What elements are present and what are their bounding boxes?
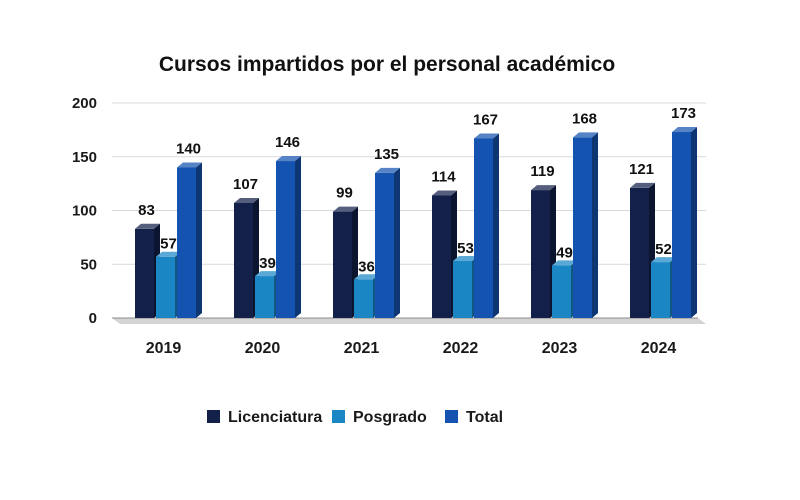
bar-face	[552, 265, 571, 318]
data-label: 167	[473, 111, 498, 128]
chart-title: Cursos impartidos por el personal académ…	[159, 53, 615, 76]
legend-swatch	[445, 410, 458, 423]
bar-licenciatura-2023	[531, 185, 556, 318]
bar-face	[276, 161, 295, 318]
data-label: 121	[629, 161, 654, 178]
legend-item-posgrado: Posgrado	[332, 409, 427, 426]
bar-face	[531, 190, 550, 318]
bar-total-2024	[672, 127, 697, 319]
data-label: 39	[259, 255, 276, 272]
bar-top	[234, 197, 259, 203]
bar-face	[375, 172, 394, 318]
data-label: 114	[431, 168, 456, 185]
bar-side	[691, 127, 697, 319]
x-tick-label: 2019	[146, 340, 182, 357]
bar-face	[672, 132, 691, 318]
bar-top	[474, 133, 499, 139]
data-label: 107	[233, 176, 258, 193]
bar-top	[531, 185, 556, 191]
data-label: 36	[358, 258, 375, 275]
bar-top	[156, 251, 181, 257]
bar-top	[276, 156, 301, 162]
bar-face	[234, 202, 253, 318]
bars	[135, 127, 697, 319]
bar-face	[354, 279, 373, 318]
data-label: 57	[160, 236, 177, 253]
bar-side	[196, 162, 202, 318]
legend-swatch	[207, 410, 220, 423]
bar-top	[333, 206, 358, 212]
data-label: 49	[556, 244, 573, 261]
x-tick-label: 2023	[542, 340, 578, 357]
x-tick-label: 2020	[245, 340, 281, 357]
y-tick-label: 200	[72, 95, 97, 112]
data-label: 140	[176, 141, 201, 158]
x-tick-label: 2024	[641, 340, 677, 357]
legend-label: Posgrado	[353, 409, 427, 426]
bar-licenciatura-2022	[432, 190, 457, 318]
y-axis-ticks: 0 50 100 150 200	[72, 95, 97, 327]
data-label: 135	[374, 146, 399, 163]
legend-item-licenciatura: Licenciatura	[207, 409, 322, 426]
legend-swatch	[332, 410, 345, 423]
data-label: 83	[138, 202, 155, 219]
floor-plane	[112, 318, 706, 324]
legend-label: Total	[466, 409, 503, 426]
data-label: 168	[572, 110, 597, 127]
y-tick-label: 150	[72, 149, 97, 166]
bar-top	[651, 257, 676, 263]
bar-top	[375, 167, 400, 173]
bar-top	[135, 223, 160, 229]
bar-total-2023	[573, 132, 598, 318]
bar-top	[432, 190, 457, 196]
bar-total-2020	[276, 156, 301, 318]
data-label: 173	[671, 105, 696, 122]
data-labels: 83 57 140 107 39 146 99 36 135 114 53 167 119 49 168 12…	[138, 105, 696, 275]
bar-face	[432, 195, 451, 318]
bar-side	[493, 133, 499, 318]
bar-face	[135, 228, 154, 318]
bar-total-2019	[177, 162, 202, 318]
data-label: 146	[275, 134, 300, 151]
bar-top	[552, 260, 577, 266]
y-tick-label: 50	[80, 256, 97, 273]
bar-licenciatura-2021	[333, 206, 358, 318]
legend-label: Licenciatura	[228, 409, 322, 426]
legend: Licenciatura Posgrado Total	[207, 409, 503, 426]
bar-top	[453, 256, 478, 262]
data-label: 99	[336, 185, 353, 202]
bar-total-2022	[474, 133, 499, 318]
bar-top	[630, 182, 655, 188]
bar-top	[354, 274, 379, 280]
bar-side	[295, 156, 301, 318]
bar-face	[177, 167, 196, 318]
chart-floor	[112, 317, 706, 324]
bar-face	[573, 137, 592, 318]
bar-face	[651, 262, 670, 318]
bar-face	[156, 256, 175, 318]
bar-face	[453, 261, 472, 318]
data-label: 53	[457, 240, 474, 257]
bar-side	[592, 132, 598, 318]
bar-side	[394, 167, 400, 318]
bar-face	[474, 138, 493, 318]
bar-top	[573, 132, 598, 138]
bar-top	[177, 162, 202, 168]
bar-total-2021	[375, 167, 400, 318]
x-tick-label: 2021	[344, 340, 380, 357]
data-label: 119	[530, 163, 554, 180]
x-tick-label: 2022	[443, 340, 479, 357]
gridlines	[112, 102, 706, 265]
y-tick-label: 0	[89, 310, 97, 327]
data-label: 52	[655, 241, 672, 258]
bar-face	[630, 187, 649, 318]
bar-top	[672, 127, 697, 133]
x-axis-ticks: 2019 2020 2021 2022 2023 2024	[146, 340, 677, 357]
bar-face	[333, 211, 352, 318]
legend-item-total: Total	[445, 409, 503, 426]
bar-face	[255, 276, 274, 318]
y-tick-label: 100	[72, 203, 97, 220]
bar-top	[255, 271, 280, 277]
